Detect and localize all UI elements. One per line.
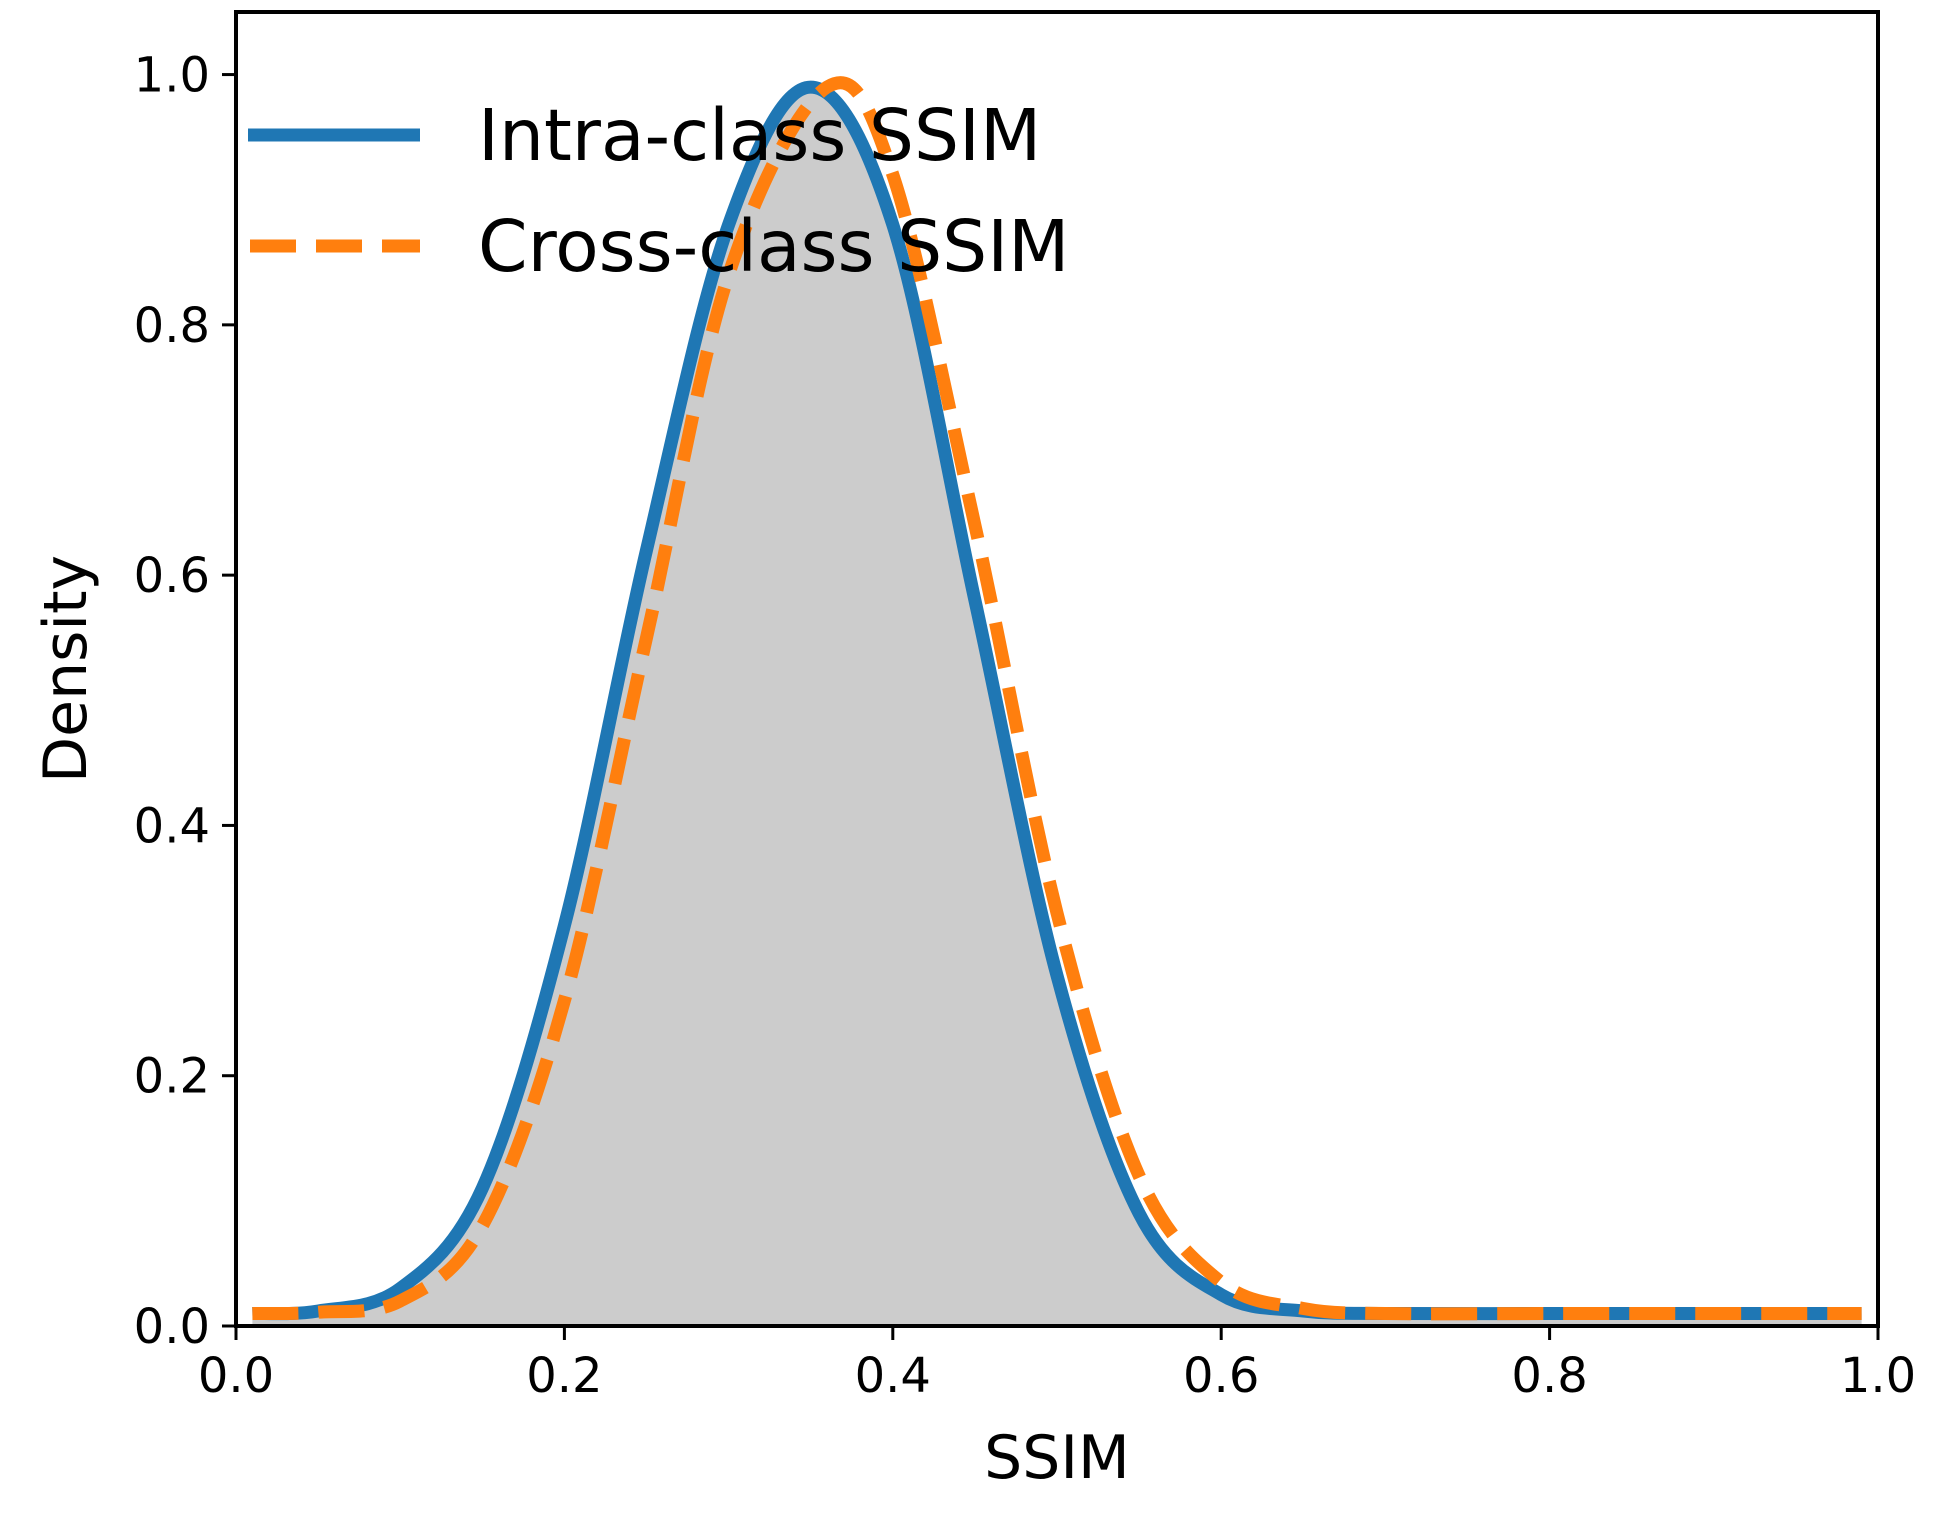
y-tick-label: 0.4 <box>134 798 210 854</box>
axes-frame <box>234 10 1880 1328</box>
legend-label-cross-class: Cross-class SSIM <box>478 205 1069 288</box>
x-tick-label: 0.8 <box>1511 1348 1587 1404</box>
x-tick-label: 0.4 <box>855 1348 931 1404</box>
y-tick-label: 0.2 <box>134 1049 210 1105</box>
cross-class-ssim-line <box>252 76 1862 1321</box>
legend: Intra-class SSIM Cross-class SSIM <box>248 94 1069 288</box>
plot-area <box>252 76 1862 1327</box>
x-tick-label: 1.0 <box>1840 1348 1916 1404</box>
y-tick-label: 1.0 <box>134 48 210 104</box>
y-axis-ticks: 0.0 0.2 0.4 0.6 0.8 1.0 <box>134 48 236 1355</box>
x-tick-label: 0.0 <box>198 1348 274 1404</box>
x-axis-label: SSIM <box>984 1423 1130 1493</box>
x-axis-ticks: 0.0 0.2 0.4 0.6 0.8 1.0 <box>198 1326 1916 1404</box>
y-tick-label: 0.8 <box>134 298 210 354</box>
y-tick-label: 0.6 <box>134 548 210 604</box>
x-tick-label: 0.6 <box>1183 1348 1259 1404</box>
y-tick-label: 0.0 <box>134 1299 210 1355</box>
legend-label-intra-class: Intra-class SSIM <box>478 94 1041 177</box>
x-tick-label: 0.2 <box>526 1348 602 1404</box>
density-fill-area <box>252 87 1862 1327</box>
y-axis-label: Density <box>31 555 101 783</box>
